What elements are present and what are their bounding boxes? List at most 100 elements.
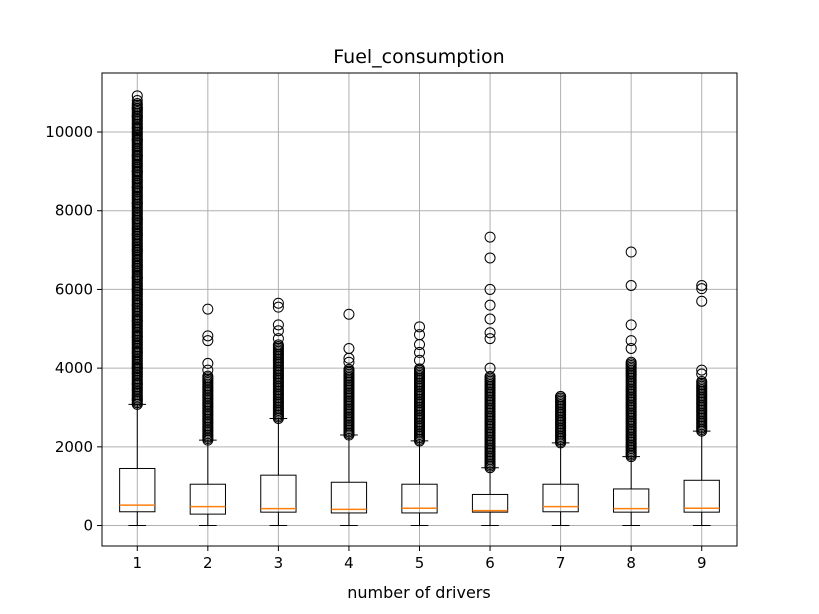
box-5 (401, 321, 438, 527)
outlier-point (484, 231, 496, 243)
x-tick-label: 1 (133, 554, 143, 572)
outlier-point (625, 356, 637, 368)
x-tick-label: 3 (274, 554, 284, 572)
iqr-box (189, 483, 226, 515)
outlier-point (484, 283, 496, 295)
box-9 (683, 279, 720, 527)
iqr-box (260, 474, 297, 513)
outlier-point (484, 252, 496, 264)
x-tick-label: 5 (415, 554, 425, 572)
outlier-point (696, 279, 708, 291)
outlier-point (696, 283, 708, 295)
chart-title: Fuel_consumption (333, 46, 504, 68)
outlier-point (484, 313, 496, 325)
iqr-box (119, 467, 156, 513)
outlier-point (131, 260, 143, 272)
box-8 (613, 246, 650, 527)
iqr-box (401, 483, 438, 514)
outlier-point (131, 378, 143, 390)
outlier-point (343, 356, 355, 368)
outlier-point (414, 363, 425, 375)
outlier-point (131, 90, 143, 102)
outlier-point (202, 357, 214, 369)
outlier-point (202, 330, 214, 342)
outlier-point (414, 354, 425, 366)
outlier-point (625, 342, 637, 354)
outlier-point (625, 246, 637, 258)
outlier-point (131, 134, 143, 146)
y-tick-label: 2000 (55, 438, 93, 456)
outlier-point (272, 325, 284, 337)
outlier-point (131, 228, 143, 240)
outlier-point (696, 375, 708, 387)
outlier-point (272, 339, 284, 351)
y-tick-label: 0 (83, 517, 93, 535)
outlier-point (343, 363, 355, 375)
outlier-point (696, 364, 708, 376)
y-axis: 0 2000 4000 6000 8000 10000 (45, 123, 102, 535)
y-tick-label: 10000 (45, 123, 93, 141)
iqr-box (471, 493, 509, 513)
box-6 (471, 231, 509, 527)
outlier-point (484, 299, 496, 311)
outlier-point (484, 370, 496, 382)
y-tick-label: 4000 (55, 359, 93, 377)
outlier-point (202, 370, 214, 382)
iqr-box (330, 481, 368, 514)
outlier-point (272, 319, 284, 331)
outlier-point (131, 362, 143, 374)
outlier-point (131, 165, 143, 177)
outlier-point (484, 333, 496, 345)
outlier-point (696, 368, 708, 380)
iqr-box (542, 483, 579, 513)
outlier-point (555, 390, 567, 402)
outlier-point (202, 303, 214, 315)
outlier-point (272, 301, 284, 313)
box-2 (189, 303, 226, 527)
outlier-point (696, 295, 708, 307)
outlier-point (484, 327, 496, 339)
outlier-point (131, 150, 143, 162)
y-tick-label: 8000 (55, 202, 93, 220)
outlier-point (202, 364, 214, 376)
outlier-point (414, 329, 425, 341)
outlier-point (131, 181, 143, 193)
box-7 (542, 390, 579, 527)
x-tick-label: 4 (344, 554, 354, 572)
outlier-point (625, 279, 637, 291)
y-tick-label: 6000 (55, 280, 93, 298)
x-axis-label: number of drivers (347, 583, 490, 602)
x-axis: 1 2 3 4 5 6 7 8 9 (133, 546, 707, 572)
outlier-point (343, 342, 355, 354)
outlier-point (272, 297, 284, 309)
box-1 (119, 90, 156, 527)
outlier-point (131, 213, 143, 225)
outlier-point (131, 346, 143, 358)
outlier-point (131, 244, 143, 256)
outlier-point (131, 331, 143, 343)
box-series (119, 90, 720, 527)
outlier-point (131, 299, 143, 311)
iqr-box (683, 479, 720, 513)
outlier-point (625, 335, 637, 347)
box-3 (260, 297, 297, 527)
x-tick-label: 8 (626, 554, 636, 572)
outlier-point (414, 321, 425, 333)
outlier-point (131, 283, 143, 295)
outlier-point (272, 333, 284, 345)
outlier-point (131, 95, 143, 107)
outlier-point (414, 346, 425, 358)
box-4 (330, 308, 368, 527)
outlier-point (131, 122, 143, 134)
outlier-point (625, 319, 637, 331)
iqr-box (613, 488, 650, 513)
outlier-point (131, 98, 143, 110)
x-tick-label: 2 (203, 554, 213, 572)
outlier-point (202, 335, 214, 347)
outlier-point (131, 394, 143, 406)
x-tick-label: 9 (697, 554, 707, 572)
outlier-point (131, 272, 143, 284)
outlier-point (343, 308, 355, 320)
